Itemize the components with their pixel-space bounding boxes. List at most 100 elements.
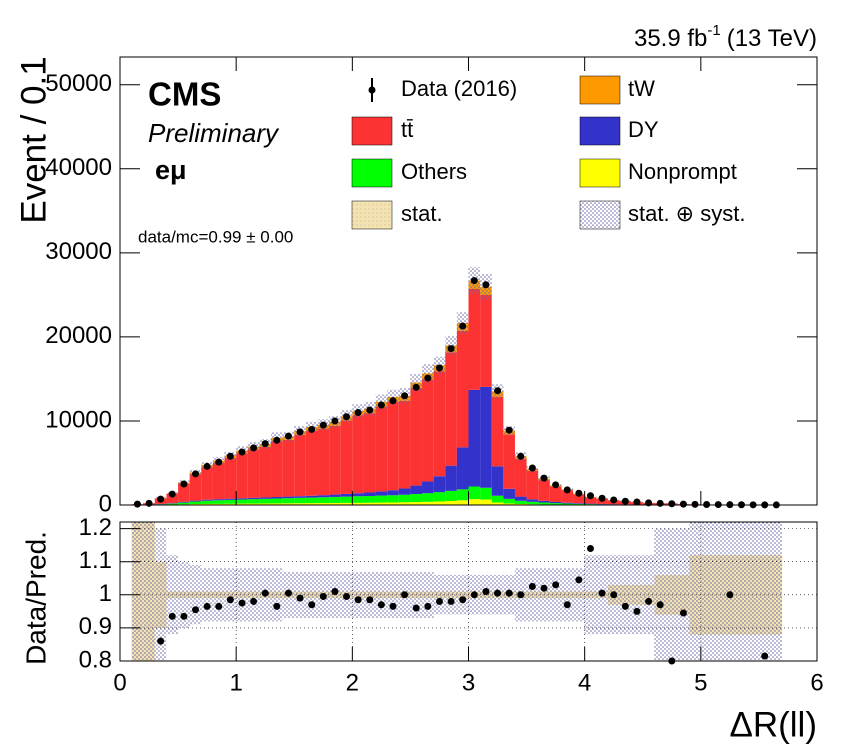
ratio-point — [494, 589, 502, 597]
ratio-point — [586, 544, 594, 552]
legend-label: stat. — [401, 201, 443, 226]
ratio-point — [633, 607, 641, 615]
stack-bar — [584, 503, 597, 505]
syst-band — [201, 568, 213, 622]
stack-bar — [410, 493, 423, 503]
stack-bar — [247, 503, 260, 505]
stack-bar — [538, 480, 550, 501]
stack-bar — [224, 499, 237, 504]
stack-bar — [305, 430, 318, 496]
data-point — [331, 417, 339, 425]
syst-band — [433, 574, 446, 615]
data-point — [226, 452, 234, 460]
data-point — [296, 428, 304, 436]
data-point — [354, 409, 362, 417]
ratio-point — [540, 584, 548, 592]
legend-swatch — [351, 158, 393, 188]
syst-band — [770, 522, 783, 661]
data-point — [575, 489, 583, 497]
stack-bar — [584, 504, 597, 505]
stack-bar — [317, 428, 330, 496]
ratio-point — [319, 592, 327, 600]
stack-bar — [561, 502, 574, 504]
x-tick-label: 5 — [694, 669, 707, 696]
stack-bar — [282, 503, 295, 505]
plot-layer: 0 10000 20000 30000 40000 50000 Data (2016) tt̄… — [45, 56, 824, 696]
x-tick-label: 0 — [113, 669, 126, 696]
stack-bar — [329, 502, 341, 505]
lumi-unit: -1 — [707, 22, 720, 39]
stack-bar — [201, 503, 213, 505]
stack-bar — [468, 486, 481, 500]
data-point — [284, 432, 292, 440]
legend-label: Others — [401, 159, 467, 184]
stack-bar — [224, 503, 237, 505]
stack-bar — [375, 491, 388, 496]
stack-bar — [363, 496, 376, 503]
ratio-point — [435, 597, 443, 605]
stack-bar — [526, 470, 539, 500]
frame — [119, 521, 818, 662]
stack-bar — [398, 502, 411, 505]
ratio-point — [563, 601, 571, 609]
uncertainty-band — [410, 373, 423, 392]
ratio-point — [575, 576, 583, 584]
legend-label: tt̄ — [401, 117, 413, 142]
stack-bar — [271, 497, 283, 499]
stack-bar — [410, 502, 423, 505]
x-tick-label: 6 — [810, 669, 823, 696]
stack-bar — [398, 494, 411, 503]
data-point — [552, 481, 560, 489]
stack-bar — [178, 501, 190, 503]
legend-data-marker — [368, 86, 376, 94]
stack-bar — [387, 495, 399, 503]
stack-bar — [259, 497, 272, 499]
stack-bar — [189, 474, 202, 501]
y-tick-label: 1.1 — [79, 547, 112, 574]
syst-band — [584, 555, 597, 635]
syst-band — [143, 522, 155, 661]
y-tick-label: 40000 — [45, 154, 112, 181]
stack-bar — [538, 500, 550, 503]
ratio-point — [610, 591, 618, 599]
stack-bar — [340, 502, 353, 505]
data-point — [343, 413, 351, 421]
stack-bar — [433, 476, 446, 493]
stack-bar — [480, 294, 492, 387]
stack-bar — [352, 502, 364, 505]
syst-band — [236, 568, 248, 622]
ratio-point — [192, 606, 200, 614]
ratio-point — [401, 591, 409, 599]
stack-bar — [514, 503, 527, 505]
syst-band — [178, 561, 190, 628]
stack-bar — [514, 496, 527, 501]
stack-bar — [468, 389, 481, 487]
ratio-point — [331, 588, 339, 595]
stack-bar — [468, 288, 481, 390]
stack-bar — [573, 494, 585, 504]
stack-bar — [201, 500, 213, 504]
stack-bar — [422, 379, 434, 482]
y-tick-label: 1.2 — [79, 514, 112, 541]
syst-band — [735, 522, 748, 661]
stack-bar — [398, 400, 411, 489]
stack-bar — [247, 497, 260, 500]
ratio-point — [226, 596, 234, 604]
stack-bar — [166, 503, 179, 505]
stack-bar — [422, 481, 434, 494]
stack-bar — [166, 503, 179, 504]
stack-bar — [375, 406, 388, 492]
data-point — [540, 474, 548, 482]
data-point — [192, 470, 200, 478]
stack-bar — [363, 502, 376, 505]
stack-bar — [549, 501, 562, 504]
stack-bar — [503, 488, 515, 499]
stack-bar — [503, 434, 515, 489]
stack-bar — [549, 486, 562, 502]
x-tick-label: 2 — [346, 669, 359, 696]
stack-bar — [433, 492, 446, 502]
y-tick-label: 0.9 — [79, 613, 112, 640]
stack-bar — [573, 503, 585, 504]
syst-band — [456, 574, 469, 615]
stack-bar — [282, 496, 295, 499]
